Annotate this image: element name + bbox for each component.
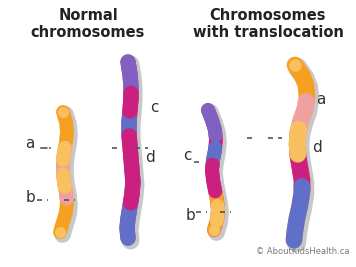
Text: d: d xyxy=(312,140,322,155)
Text: b: b xyxy=(25,190,35,206)
Text: a: a xyxy=(316,92,325,108)
Text: Normal
chromosomes: Normal chromosomes xyxy=(31,8,145,40)
Text: © AboutKidsHealth.ca: © AboutKidsHealth.ca xyxy=(257,247,350,256)
Text: c: c xyxy=(150,100,158,116)
Text: c: c xyxy=(183,147,192,163)
Text: b: b xyxy=(185,207,195,222)
Text: Chromosomes
with translocation: Chromosomes with translocation xyxy=(193,8,344,40)
Text: d: d xyxy=(145,151,155,166)
Text: a: a xyxy=(26,135,35,151)
